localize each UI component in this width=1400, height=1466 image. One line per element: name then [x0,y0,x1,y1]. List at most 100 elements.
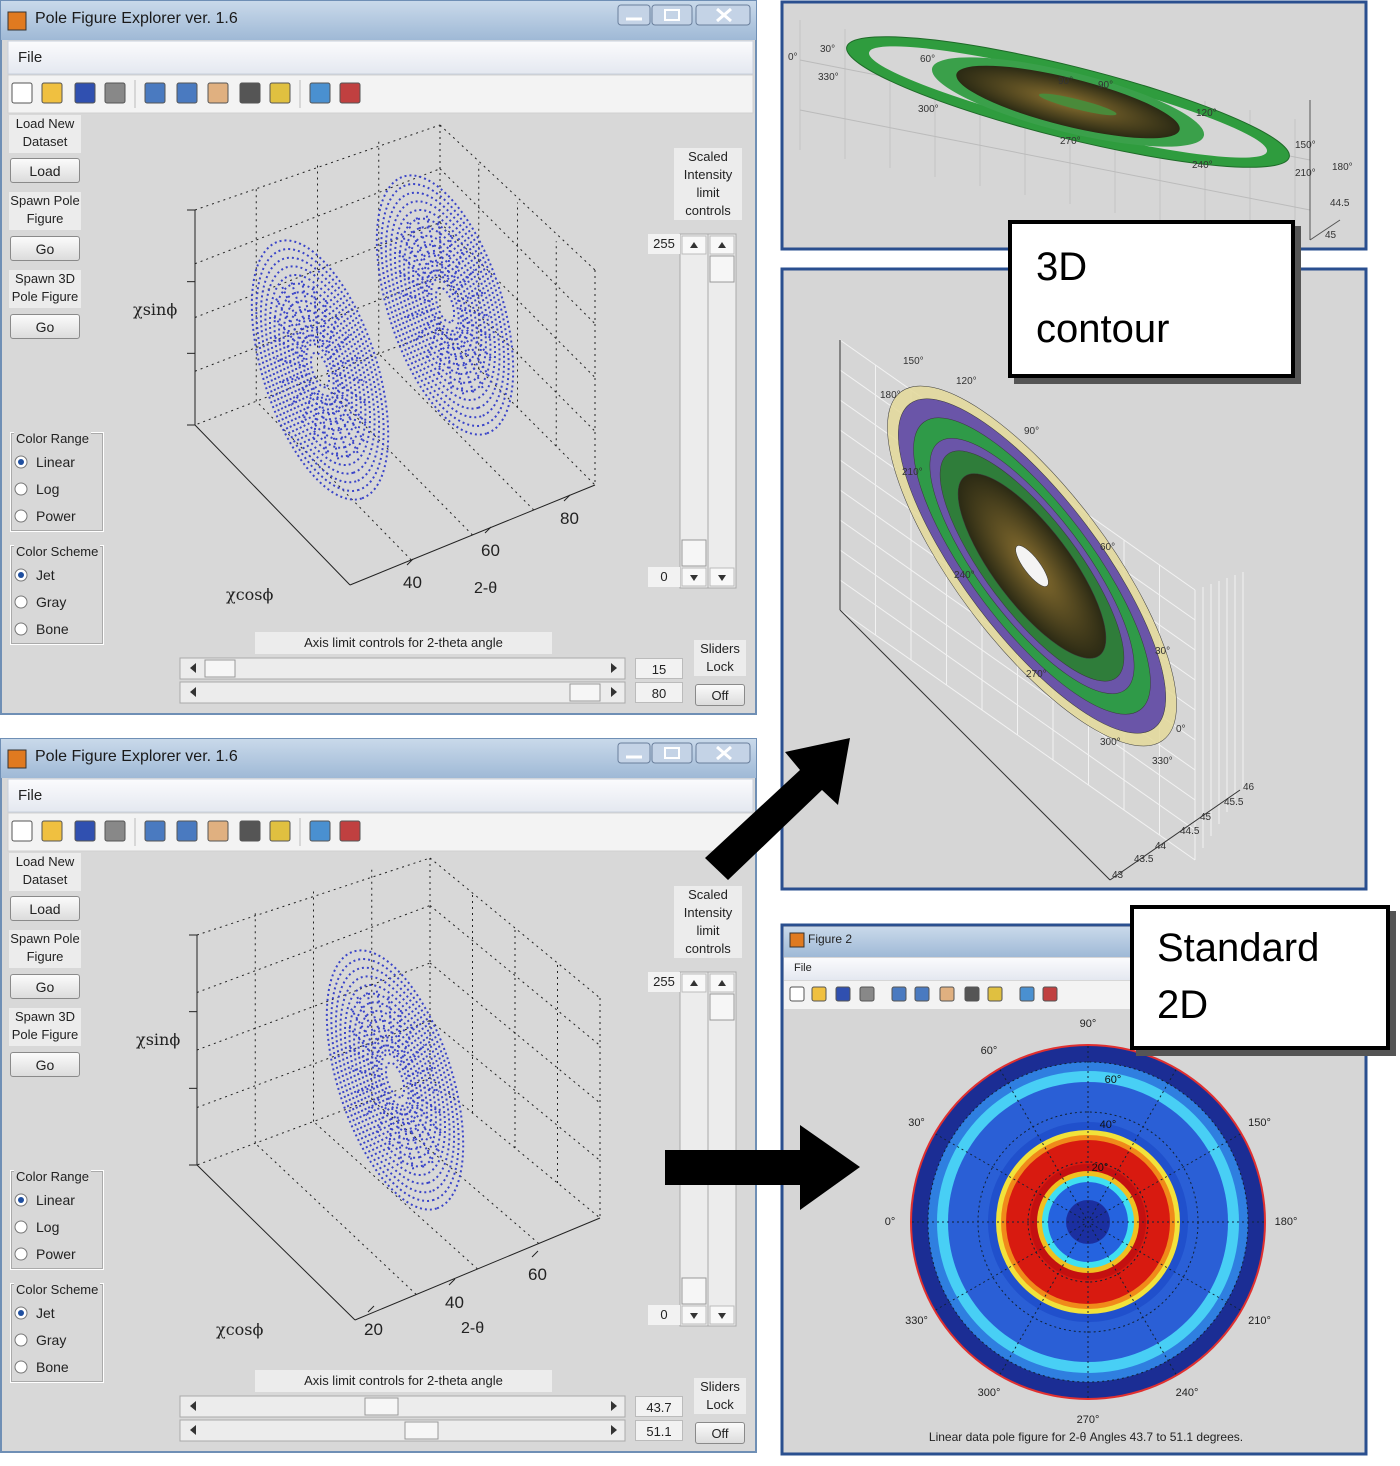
toolbar-icon[interactable] [309,82,331,104]
toolbar-icon[interactable] [207,820,229,842]
slider-thumb[interactable] [681,1277,707,1305]
radio-label[interactable]: Gray [36,594,67,610]
toolbar-icon[interactable] [987,986,1003,1002]
toolbar-icon[interactable] [41,82,63,104]
toolbar [7,74,754,114]
menu-file[interactable]: File [18,49,43,66]
toolbar-icon[interactable] [891,986,907,1002]
slider-value[interactable]: 15 [635,658,683,679]
vertical-slider[interactable] [707,971,737,1327]
radio-button[interactable] [14,509,28,523]
lock-button[interactable]: Off [695,684,745,706]
toolbar-icon[interactable] [144,82,166,104]
toolbar-icon[interactable] [176,82,198,104]
dotted-spoke [271,334,306,361]
button[interactable]: Go [10,314,80,339]
menu-file[interactable]: File [794,962,812,974]
lock-button[interactable]: Off [695,1422,745,1444]
radio-label[interactable]: Linear [36,1192,75,1208]
menu-file[interactable]: File [18,787,43,804]
toolbar-icon[interactable] [104,82,126,104]
horizontal-slider[interactable] [179,657,626,680]
toolbar-icon[interactable] [339,82,361,104]
contour-label: 30° [1155,646,1171,657]
arrow-glyph [190,663,196,673]
slider-thumb[interactable] [681,539,707,567]
toolbar-icon[interactable] [914,986,930,1002]
slider-value[interactable]: 43.7 [635,1396,683,1417]
toolbar-icon[interactable] [11,82,33,104]
toolbar-icon[interactable] [309,820,331,842]
radio-label[interactable]: Power [36,1246,76,1262]
toolbar-icon[interactable] [789,986,805,1002]
radio-label[interactable]: Log [36,481,60,497]
radio-label[interactable]: Log [36,1219,60,1235]
contour-main-surface [887,385,1177,747]
toolbar-icon[interactable] [269,820,291,842]
radio-label[interactable]: Power [36,508,76,524]
button[interactable]: Go [10,974,80,999]
radio-label[interactable]: Gray [36,1332,67,1348]
slider-thumb[interactable] [709,255,735,283]
toolbar-icon[interactable] [964,986,980,1002]
slider-value[interactable]: 80 [635,682,683,703]
radio-label[interactable]: Linear [36,454,75,470]
toolbar-icon[interactable] [835,986,851,1002]
horizontal-slider[interactable] [179,1395,626,1418]
horizontal-slider[interactable] [179,1419,626,1442]
toolbar-icon[interactable] [176,820,198,842]
radio-button[interactable] [14,1360,28,1374]
minimize-button[interactable] [617,4,651,26]
maximize-button[interactable] [651,4,693,26]
toolbar-icon[interactable] [859,986,875,1002]
minimize-button[interactable] [617,742,651,764]
toolbar-icon[interactable] [144,820,166,842]
dotted-spoke [321,297,328,348]
dotted-spoke [400,292,431,303]
radio-button[interactable] [14,482,28,496]
slider-thumb[interactable] [709,993,735,1021]
toolbar-icon[interactable] [939,986,955,1002]
dotted-spoke [350,1067,381,1078]
vertical-slider[interactable] [707,233,737,589]
toolbar-icon[interactable] [74,820,96,842]
toolbar-icon[interactable] [207,82,229,104]
slider-thumb[interactable] [364,1397,399,1416]
radio-label[interactable]: Bone [36,621,69,637]
slider-thumb[interactable] [204,659,236,678]
toolbar-icon[interactable] [1042,986,1058,1002]
toolbar-icon[interactable] [104,820,126,842]
toolbar-icon[interactable] [239,820,261,842]
dotted-ring [305,343,335,397]
radio-button[interactable] [14,622,28,636]
toolbar-icon[interactable] [11,820,33,842]
window-frame [0,738,757,1453]
toolbar-icon[interactable] [74,82,96,104]
toolbar-icon[interactable] [339,820,361,842]
radio-button[interactable] [14,1220,28,1234]
radio-label[interactable]: Bone [36,1359,69,1375]
vertical-slider[interactable] [679,971,709,1327]
radio-button[interactable] [14,595,28,609]
radio-label[interactable]: Jet [36,1305,55,1321]
dotted-spoke [271,314,306,354]
radio-button[interactable] [14,1333,28,1347]
vertical-slider[interactable] [679,233,709,589]
slider-thumb[interactable] [569,683,601,702]
toolbar-icon[interactable] [1019,986,1035,1002]
maximize-button[interactable] [651,742,693,764]
slider-value[interactable]: 51.1 [635,1420,683,1441]
radio-label[interactable]: Jet [36,567,55,583]
button[interactable]: Go [10,236,80,261]
toolbar-icon[interactable] [239,82,261,104]
radio-button[interactable] [14,1247,28,1261]
toolbar-icon[interactable] [269,82,291,104]
toolbar-icon[interactable] [811,986,827,1002]
button[interactable]: Load [10,896,80,921]
horizontal-slider[interactable] [179,681,626,704]
slider-thumb[interactable] [404,1421,439,1440]
button[interactable]: Go [10,1052,80,1077]
toolbar-icon[interactable] [41,820,63,842]
button[interactable]: Load [10,158,80,183]
dotted-spoke [400,1023,415,1063]
